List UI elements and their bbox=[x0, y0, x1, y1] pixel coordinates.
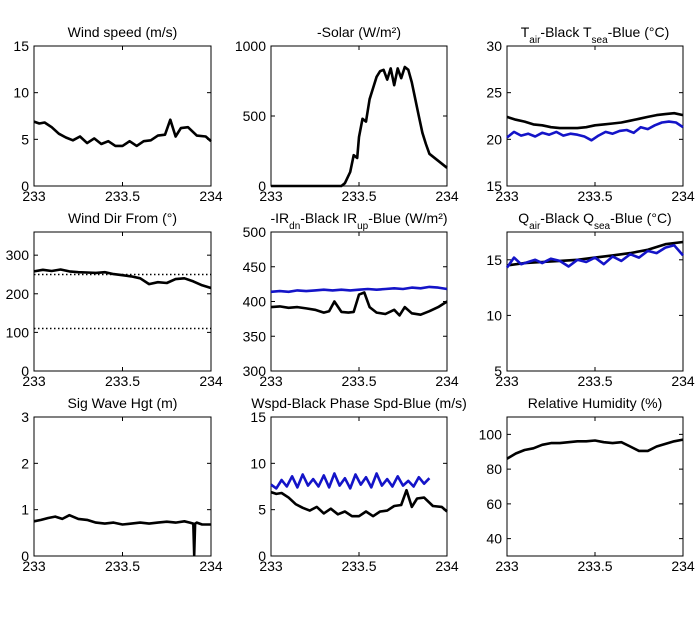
series-line-black-1 bbox=[271, 65, 448, 188]
y-tick-label: 500 bbox=[243, 224, 267, 240]
axes-frame bbox=[33, 45, 212, 187]
x-tick-label: 233 bbox=[495, 188, 519, 204]
x-tick-label: 233.5 bbox=[341, 188, 376, 204]
x-tick-label: 233 bbox=[259, 558, 283, 574]
x-tick-label: 234 bbox=[199, 373, 223, 389]
y-tick-label: 450 bbox=[243, 259, 267, 275]
axes-frame bbox=[270, 231, 448, 372]
y-tick-label: 0 bbox=[21, 548, 29, 564]
panel-title: Relative Humidity (%) bbox=[528, 395, 663, 411]
chart-panel-6: Qair​-Black Qsea​-Blue (°C) 233 233.5 234 5 1… bbox=[486, 210, 694, 389]
chart-panel-7: Sig Wave Hgt (m) 233 233.5 234 0 1 2 3 bbox=[21, 395, 223, 574]
x-tick-label: 233 bbox=[259, 188, 283, 204]
x-tick-label: 233 bbox=[22, 558, 46, 574]
y-tick-label: 15 bbox=[486, 252, 502, 268]
y-tick-label: 3 bbox=[21, 409, 29, 425]
x-tick-label: 234 bbox=[435, 558, 459, 574]
y-tick-label: 10 bbox=[13, 85, 29, 101]
x-tick-label: 234 bbox=[435, 373, 459, 389]
y-tick-label: 5 bbox=[258, 502, 266, 518]
panel-title: -Solar (W/m²) bbox=[317, 24, 401, 40]
x-tick-label: 233.5 bbox=[577, 373, 612, 389]
chart-panel-1: Wind speed (m/s) 233 233.5 234 0 5 10 15 bbox=[13, 24, 222, 204]
x-tick-label: 234 bbox=[199, 558, 223, 574]
x-tick-label: 234 bbox=[435, 188, 459, 204]
y-tick-label: 5 bbox=[494, 363, 502, 379]
y-tick-label: 0 bbox=[258, 548, 266, 564]
axes-frame bbox=[270, 416, 448, 557]
x-tick-label: 233 bbox=[495, 373, 519, 389]
chart-panel-2: -Solar (W/m²) 233 233.5 234 0 500 1000 bbox=[235, 24, 459, 204]
y-tick-label: 300 bbox=[243, 363, 267, 379]
y-tick-label: 500 bbox=[243, 108, 267, 124]
y-tick-label: 0 bbox=[21, 363, 29, 379]
chart-panel-5: -IRdn​-Black IRup​-Blue (W/m²) 233 233.5 23… bbox=[243, 210, 459, 389]
chart-panel-4: Wind Dir From (°) 233 233.5 234 0 100 200 300 bbox=[6, 210, 223, 389]
panel-title: Tair​-Black Tsea​-Blue (°C) bbox=[521, 24, 670, 46]
y-tick-label: 100 bbox=[6, 324, 30, 340]
y-tick-label: 100 bbox=[479, 426, 503, 442]
series-line-black-1 bbox=[270, 291, 448, 317]
chart-panel-9: Relative Humidity (%) 233 233.5 234 40 60 80 10… bbox=[479, 395, 695, 574]
y-tick-label: 15 bbox=[250, 409, 266, 425]
panel-title: Wind speed (m/s) bbox=[68, 24, 178, 40]
axes-frame bbox=[270, 45, 448, 187]
y-tick-label: 40 bbox=[486, 531, 502, 547]
x-tick-label: 234 bbox=[671, 558, 695, 574]
panel-title: Qair​-Black Qsea​-Blue (°C) bbox=[518, 210, 671, 232]
series-line-black-1 bbox=[33, 118, 212, 148]
x-tick-label: 233.5 bbox=[105, 188, 140, 204]
y-tick-label: 15 bbox=[13, 38, 29, 54]
y-tick-label: 1 bbox=[21, 502, 29, 518]
y-tick-label: 2 bbox=[21, 455, 29, 471]
y-tick-label: 20 bbox=[486, 131, 502, 147]
y-tick-label: 5 bbox=[21, 131, 29, 147]
series-line-black-1 bbox=[33, 513, 211, 557]
series-line-black-1 bbox=[506, 111, 684, 130]
y-tick-label: 300 bbox=[6, 247, 30, 263]
x-tick-label: 234 bbox=[671, 373, 695, 389]
axes-frame bbox=[33, 416, 212, 557]
panel-title: Sig Wave Hgt (m) bbox=[68, 395, 178, 411]
chart-panel-8: Wspd-Black Phase Spd-Blue (m/s) 233 233.5 2… bbox=[250, 395, 466, 574]
axes-frame bbox=[33, 231, 212, 372]
y-tick-label: 0 bbox=[21, 178, 29, 194]
y-tick-label: 1000 bbox=[235, 38, 266, 54]
series-line-blue-2 bbox=[505, 244, 684, 269]
x-tick-label: 234 bbox=[671, 188, 695, 204]
chart-panel-3: Tair​-Black Tsea​-Blue (°C) 233 233.5 234 15… bbox=[486, 24, 694, 204]
y-tick-label: 10 bbox=[250, 455, 266, 471]
axes-frame bbox=[506, 416, 684, 557]
x-tick-label: 233.5 bbox=[341, 558, 376, 574]
x-tick-label: 234 bbox=[199, 188, 223, 204]
y-tick-label: 350 bbox=[243, 328, 267, 344]
series-line-black-1 bbox=[270, 488, 448, 518]
series-line-blue-2 bbox=[506, 120, 684, 142]
y-tick-label: 10 bbox=[486, 307, 502, 323]
panel-title: Wind Dir From (°) bbox=[68, 210, 177, 226]
panel-title: Wspd-Black Phase Spd-Blue (m/s) bbox=[251, 395, 467, 411]
series-line-blue-2 bbox=[270, 285, 448, 294]
y-tick-label: 15 bbox=[486, 178, 502, 194]
y-tick-label: 25 bbox=[486, 85, 502, 101]
y-tick-label: 200 bbox=[6, 286, 30, 302]
x-tick-label: 233 bbox=[22, 373, 46, 389]
x-tick-label: 233.5 bbox=[105, 373, 140, 389]
x-tick-label: 233 bbox=[259, 373, 283, 389]
series-line-black-1 bbox=[506, 438, 684, 460]
y-tick-label: 30 bbox=[486, 38, 502, 54]
y-tick-label: 60 bbox=[486, 496, 502, 512]
x-tick-label: 233.5 bbox=[341, 373, 376, 389]
series-line-blue-2 bbox=[270, 472, 431, 490]
x-tick-label: 233.5 bbox=[577, 188, 612, 204]
y-tick-label: 0 bbox=[258, 178, 266, 194]
panel-title: -IRdn​-Black IRup​-Blue (W/m²) bbox=[270, 210, 447, 232]
y-tick-label: 80 bbox=[486, 461, 502, 477]
x-tick-label: 233.5 bbox=[105, 558, 140, 574]
y-tick-label: 400 bbox=[243, 294, 267, 310]
x-tick-label: 233 bbox=[22, 188, 46, 204]
x-tick-label: 233.5 bbox=[577, 558, 612, 574]
x-tick-label: 233 bbox=[495, 558, 519, 574]
